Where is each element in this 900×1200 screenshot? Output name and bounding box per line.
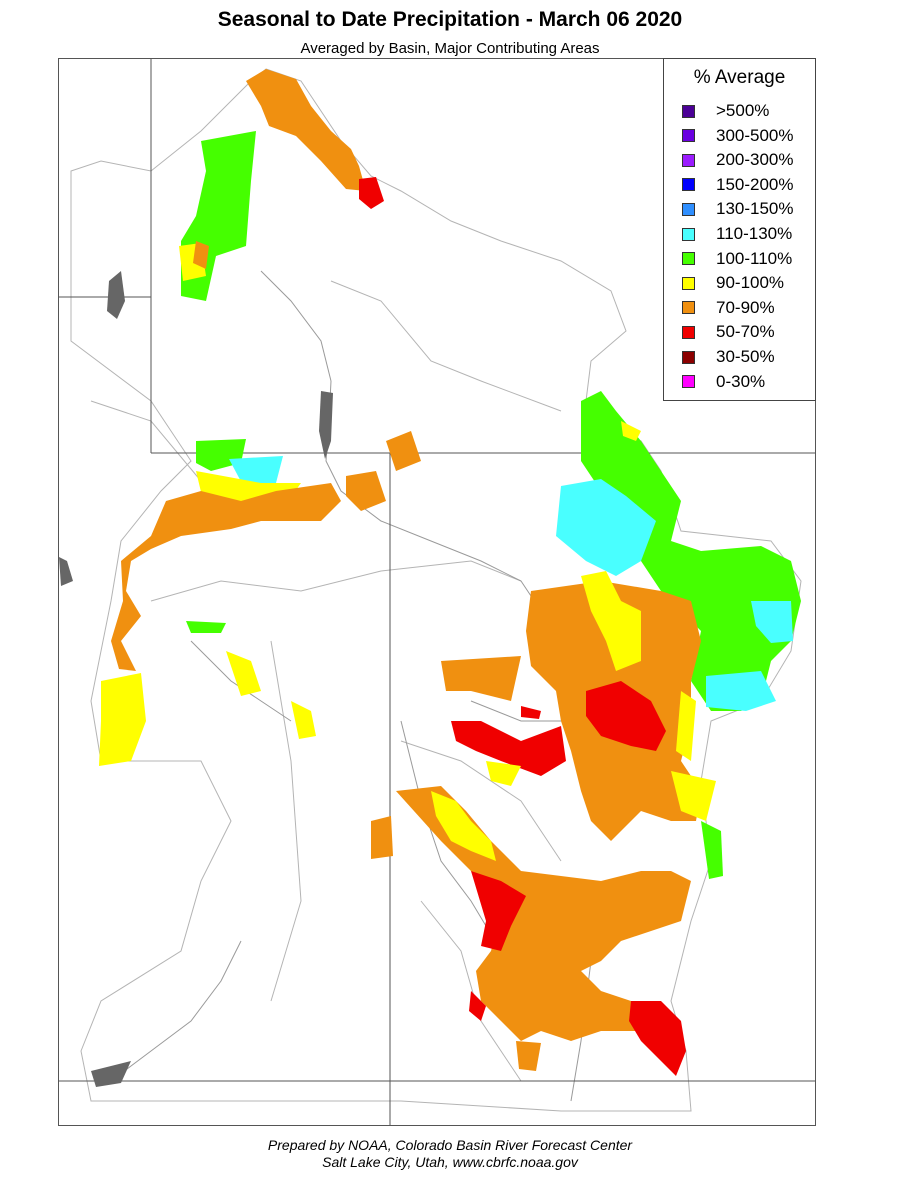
precip-region-west-central — [99, 431, 421, 766]
legend-item: 150-200% — [682, 175, 794, 195]
legend-swatch — [682, 104, 695, 118]
legend-swatch — [682, 375, 695, 389]
legend-swatch — [682, 325, 695, 339]
precip-region-north-green — [179, 131, 256, 301]
legend-item: 30-50% — [682, 347, 775, 367]
lakes — [59, 271, 333, 1087]
legend-swatch — [682, 252, 695, 266]
precip-region-north-orange — [246, 69, 366, 191]
precip-region-central-orange — [441, 571, 716, 841]
map-subtitle: Averaged by Basin, Major Contributing Ar… — [300, 40, 600, 57]
legend-item: 0-30% — [682, 372, 765, 392]
legend-label: >500% — [716, 101, 770, 120]
legend-label: 110-130% — [716, 224, 793, 243]
legend-item: 200-300% — [682, 150, 794, 170]
legend-swatch — [682, 178, 695, 192]
legend-item: >500% — [682, 101, 769, 121]
precip-region-north-red — [359, 177, 384, 209]
legend-label: 300-500% — [716, 125, 794, 145]
legend-item: 70-90% — [682, 298, 775, 318]
state-borders — [59, 59, 815, 1125]
footer-location: Salt Lake City, Utah, www.cbrfc.noaa.gov — [322, 1154, 578, 1170]
legend-swatch — [682, 301, 695, 315]
legend-item: 50-70% — [682, 322, 775, 342]
precip-region-south-orange — [371, 786, 691, 1076]
legend-item: 100-110% — [682, 249, 792, 269]
legend-swatch — [682, 227, 695, 241]
legend-swatch — [682, 129, 695, 143]
legend-label: 50-70% — [716, 322, 775, 342]
legend-label: 30-50% — [716, 347, 775, 366]
footer-credit: Prepared by NOAA, Colorado Basin River F… — [267, 1137, 633, 1153]
legend-label: 70-90% — [716, 297, 775, 317]
legend-label: 100-110% — [716, 248, 793, 268]
map-title: Seasonal to Date Precipitation - March 0… — [217, 8, 683, 31]
legend: % Average >500% 300-500% 200-300% 150-200% 1… — [663, 58, 816, 401]
legend-title: % Average — [693, 67, 786, 88]
legend-swatch — [682, 153, 695, 167]
legend-item: 90-100% — [682, 273, 784, 293]
precip-region-east-green — [556, 391, 801, 879]
legend-item: 110-130% — [682, 224, 792, 244]
legend-label: 0-30% — [716, 371, 766, 391]
legend-swatch — [682, 350, 695, 364]
legend-label: 150-200% — [716, 174, 794, 194]
legend-label: 200-300% — [716, 150, 794, 170]
precipitation-map — [59, 59, 815, 1125]
legend-swatch — [682, 276, 695, 290]
legend-item: 300-500% — [682, 126, 794, 146]
legend-swatch — [682, 202, 695, 216]
legend-label: 130-150% — [716, 199, 794, 219]
legend-label: 90-100% — [716, 273, 785, 293]
legend-item: 130-150% — [682, 199, 794, 219]
